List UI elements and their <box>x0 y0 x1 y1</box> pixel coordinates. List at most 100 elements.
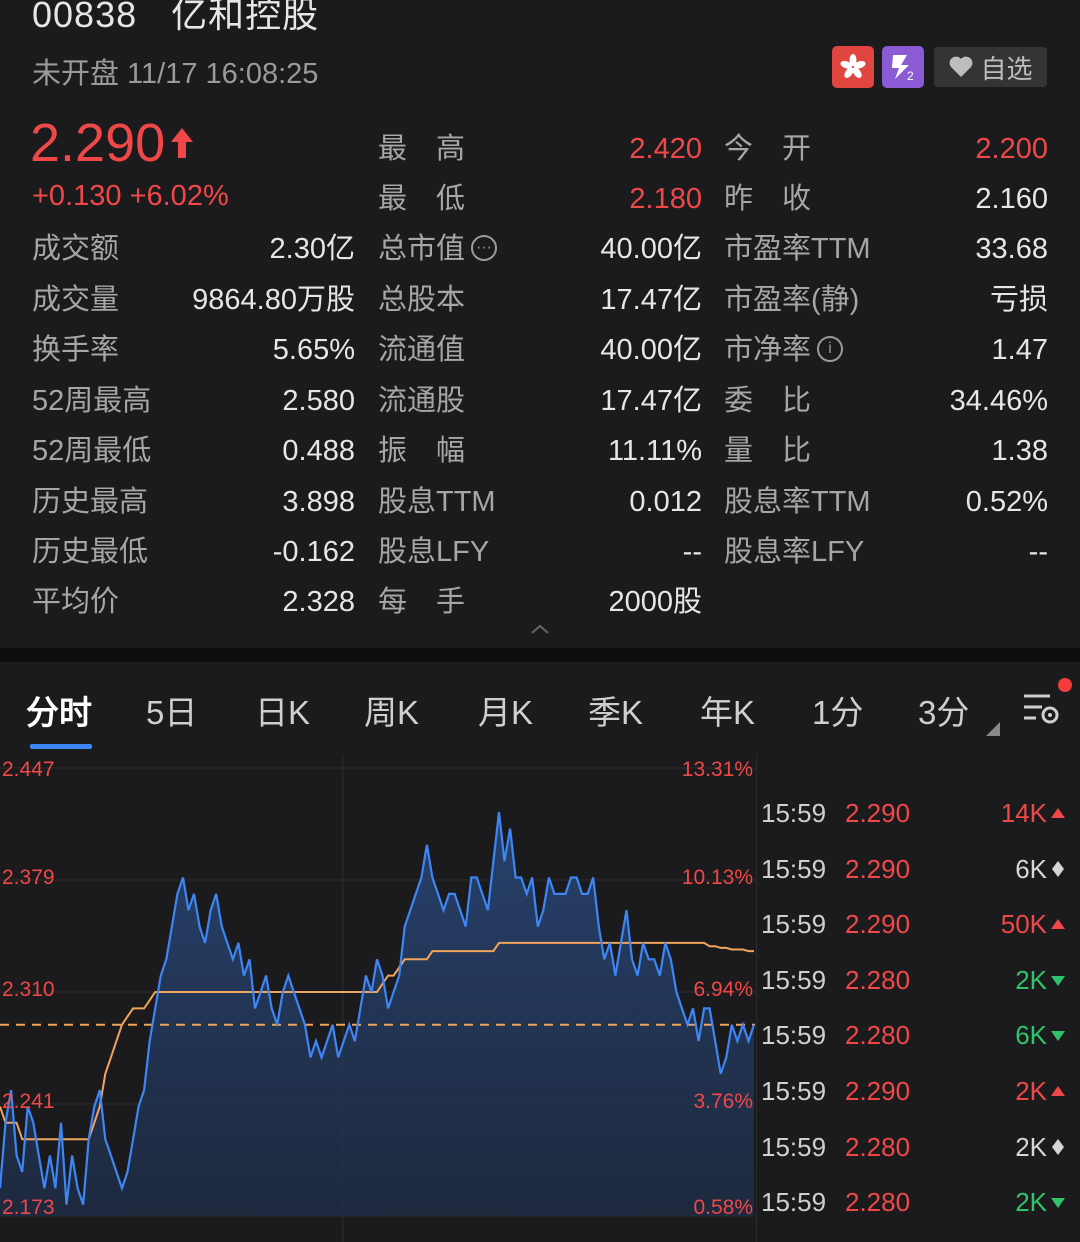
active-tab-underline <box>30 744 92 749</box>
tick-time: 15:59 <box>761 853 827 884</box>
tick-row: 15:59 2.280 2K <box>757 1182 1080 1222</box>
tab-more-indicator <box>986 722 1000 736</box>
up-triangle-icon <box>1051 1086 1065 1096</box>
stat-value: 2.200 <box>975 133 1048 165</box>
stat-value: 2.420 <box>629 133 702 165</box>
stat-label: 历史最高 <box>32 486 149 518</box>
tab-monthly-k[interactable]: 月K <box>478 694 534 731</box>
tab-quarterly-k[interactable]: 季K <box>588 694 644 731</box>
price-line <box>0 811 755 1205</box>
stat-label: 平均价 <box>32 586 120 618</box>
chart-settings-icon[interactable] <box>1020 688 1062 733</box>
stat-label: 52周最高 <box>32 385 152 417</box>
price-value: 2.290 <box>30 113 166 173</box>
stat-label-text: 总市值 <box>378 233 466 265</box>
stat-value: 亏损 <box>989 284 1048 316</box>
tick-price: 2.280 <box>845 1187 911 1218</box>
tick-volume: 50K <box>1000 909 1047 940</box>
stat-value: 1.47 <box>991 334 1048 366</box>
tick-row: 15:59 2.280 2K <box>757 1127 1080 1167</box>
stat-label: 成交量 <box>32 284 120 316</box>
down-triangle-icon <box>1051 1198 1065 1209</box>
stat-label: 52周最低 <box>32 435 152 467</box>
up-triangle-icon <box>1051 808 1065 818</box>
quote-header: 00838 亿和控股 未开盘 11/17 16:08:25 2 自选 <box>30 0 1048 640</box>
stock-code: 00838 <box>32 0 138 35</box>
stock-title: 00838 亿和控股 <box>32 0 353 38</box>
stat-label: 委 比 <box>724 385 812 417</box>
section-divider <box>0 648 1080 662</box>
stat-label: 总股本 <box>378 284 466 316</box>
y-axis-label-left: 2.173 <box>2 1196 55 1219</box>
down-triangle-icon <box>1051 1031 1065 1042</box>
stat-value: 0.488 <box>282 435 355 467</box>
stat-value: 40.00亿 <box>600 233 702 265</box>
tab-5day[interactable]: 5日 <box>146 694 198 731</box>
stat-value: 40.00亿 <box>600 334 702 366</box>
stat-value: 9864.80万股 <box>192 284 355 316</box>
tick-volume: 14K <box>1000 798 1047 828</box>
tick-volume: 2K <box>1015 964 1047 995</box>
tick-list[interactable]: 15:59 2.290 14K 15:59 2.290 6K 15:59 2.290 50K 15… <box>756 754 1080 1242</box>
tick-volume: 6K <box>1015 853 1047 884</box>
stat-value: 17.47亿 <box>600 385 702 417</box>
heart-icon <box>950 56 973 77</box>
stat-value: 34.46% <box>949 385 1048 417</box>
market-status: 未开盘 11/17 16:08:25 <box>32 58 319 90</box>
diamond-icon <box>1052 1138 1064 1155</box>
stat-label: 昨 收 <box>724 183 812 215</box>
stat-label: 每 手 <box>378 586 466 618</box>
price-change: +0.130 +6.02% <box>32 180 229 212</box>
y-axis-label-right: 0.58% <box>693 1196 753 1219</box>
intraday-chart-svg: 2.447 2.379 2.310 2.241 2.173 13.31% 10.13% 6.9… <box>0 754 755 1242</box>
collapse-chevron-icon[interactable] <box>530 622 550 640</box>
tick-row: 15:59 2.290 14K <box>757 793 1080 833</box>
last-price: 2.290 <box>30 112 195 174</box>
y-axis-label-left: 2.379 <box>2 866 55 889</box>
tick-volume: 2K <box>1015 1076 1047 1106</box>
y-axis-label-left: 2.447 <box>2 758 55 781</box>
stat-label: 股息率TTM <box>724 486 871 518</box>
stat-label: 流通值 <box>378 334 466 366</box>
tick-time: 15:59 <box>761 1187 827 1218</box>
more-icon[interactable]: ··· <box>471 235 498 262</box>
tab-intraday[interactable]: 分时 <box>26 694 92 731</box>
info-icon[interactable]: i <box>817 336 844 363</box>
tick-price: 2.290 <box>845 1076 911 1106</box>
stat-label: 成交额 <box>32 233 120 265</box>
tick-time: 15:59 <box>761 1131 827 1162</box>
tick-price: 2.290 <box>845 798 911 828</box>
stat-value: 0.52% <box>965 486 1048 518</box>
stat-label-pb: 市净率 i <box>724 330 844 370</box>
stat-value: -- <box>682 536 702 568</box>
diamond-icon <box>1052 860 1064 877</box>
tick-row: 15:59 2.290 50K <box>757 904 1080 944</box>
badge-group: 2 自选 <box>832 46 1047 88</box>
stat-value: 3.898 <box>282 486 355 518</box>
y-axis-label-right: 10.13% <box>682 866 753 889</box>
price-area-fill <box>0 812 754 1216</box>
y-axis-label-left: 2.310 <box>2 978 55 1001</box>
up-arrow-icon <box>171 128 194 158</box>
favorite-button[interactable]: 自选 <box>934 47 1047 87</box>
tick-time: 15:59 <box>761 798 827 828</box>
tick-volume: 2K <box>1015 1131 1047 1162</box>
up-triangle-icon <box>1051 919 1065 930</box>
tab-daily-k[interactable]: 日K <box>255 694 311 731</box>
level2-icon[interactable]: 2 <box>882 46 924 88</box>
tab-3min[interactable]: 3分 <box>918 694 970 731</box>
tick-time: 15:59 <box>761 1020 827 1051</box>
stat-label: 股息TTM <box>378 486 496 518</box>
tab-1min[interactable]: 1分 <box>812 694 864 731</box>
stock-name: 亿和控股 <box>171 0 320 35</box>
tick-price: 2.280 <box>845 1131 911 1162</box>
tick-time: 15:59 <box>761 964 827 995</box>
average-price-line <box>0 941 754 1141</box>
tab-weekly-k[interactable]: 周K <box>364 694 420 731</box>
tab-yearly-k[interactable]: 年K <box>700 694 756 731</box>
stat-label: 市盈率(静) <box>724 284 860 316</box>
tick-row: 15:59 2.280 2K <box>757 960 1080 1000</box>
stat-label: 最 高 <box>378 133 466 165</box>
intraday-chart[interactable]: 2.447 2.379 2.310 2.241 2.173 13.31% 10.13% 6.9… <box>0 754 755 1242</box>
hk-flag-icon <box>832 46 874 88</box>
